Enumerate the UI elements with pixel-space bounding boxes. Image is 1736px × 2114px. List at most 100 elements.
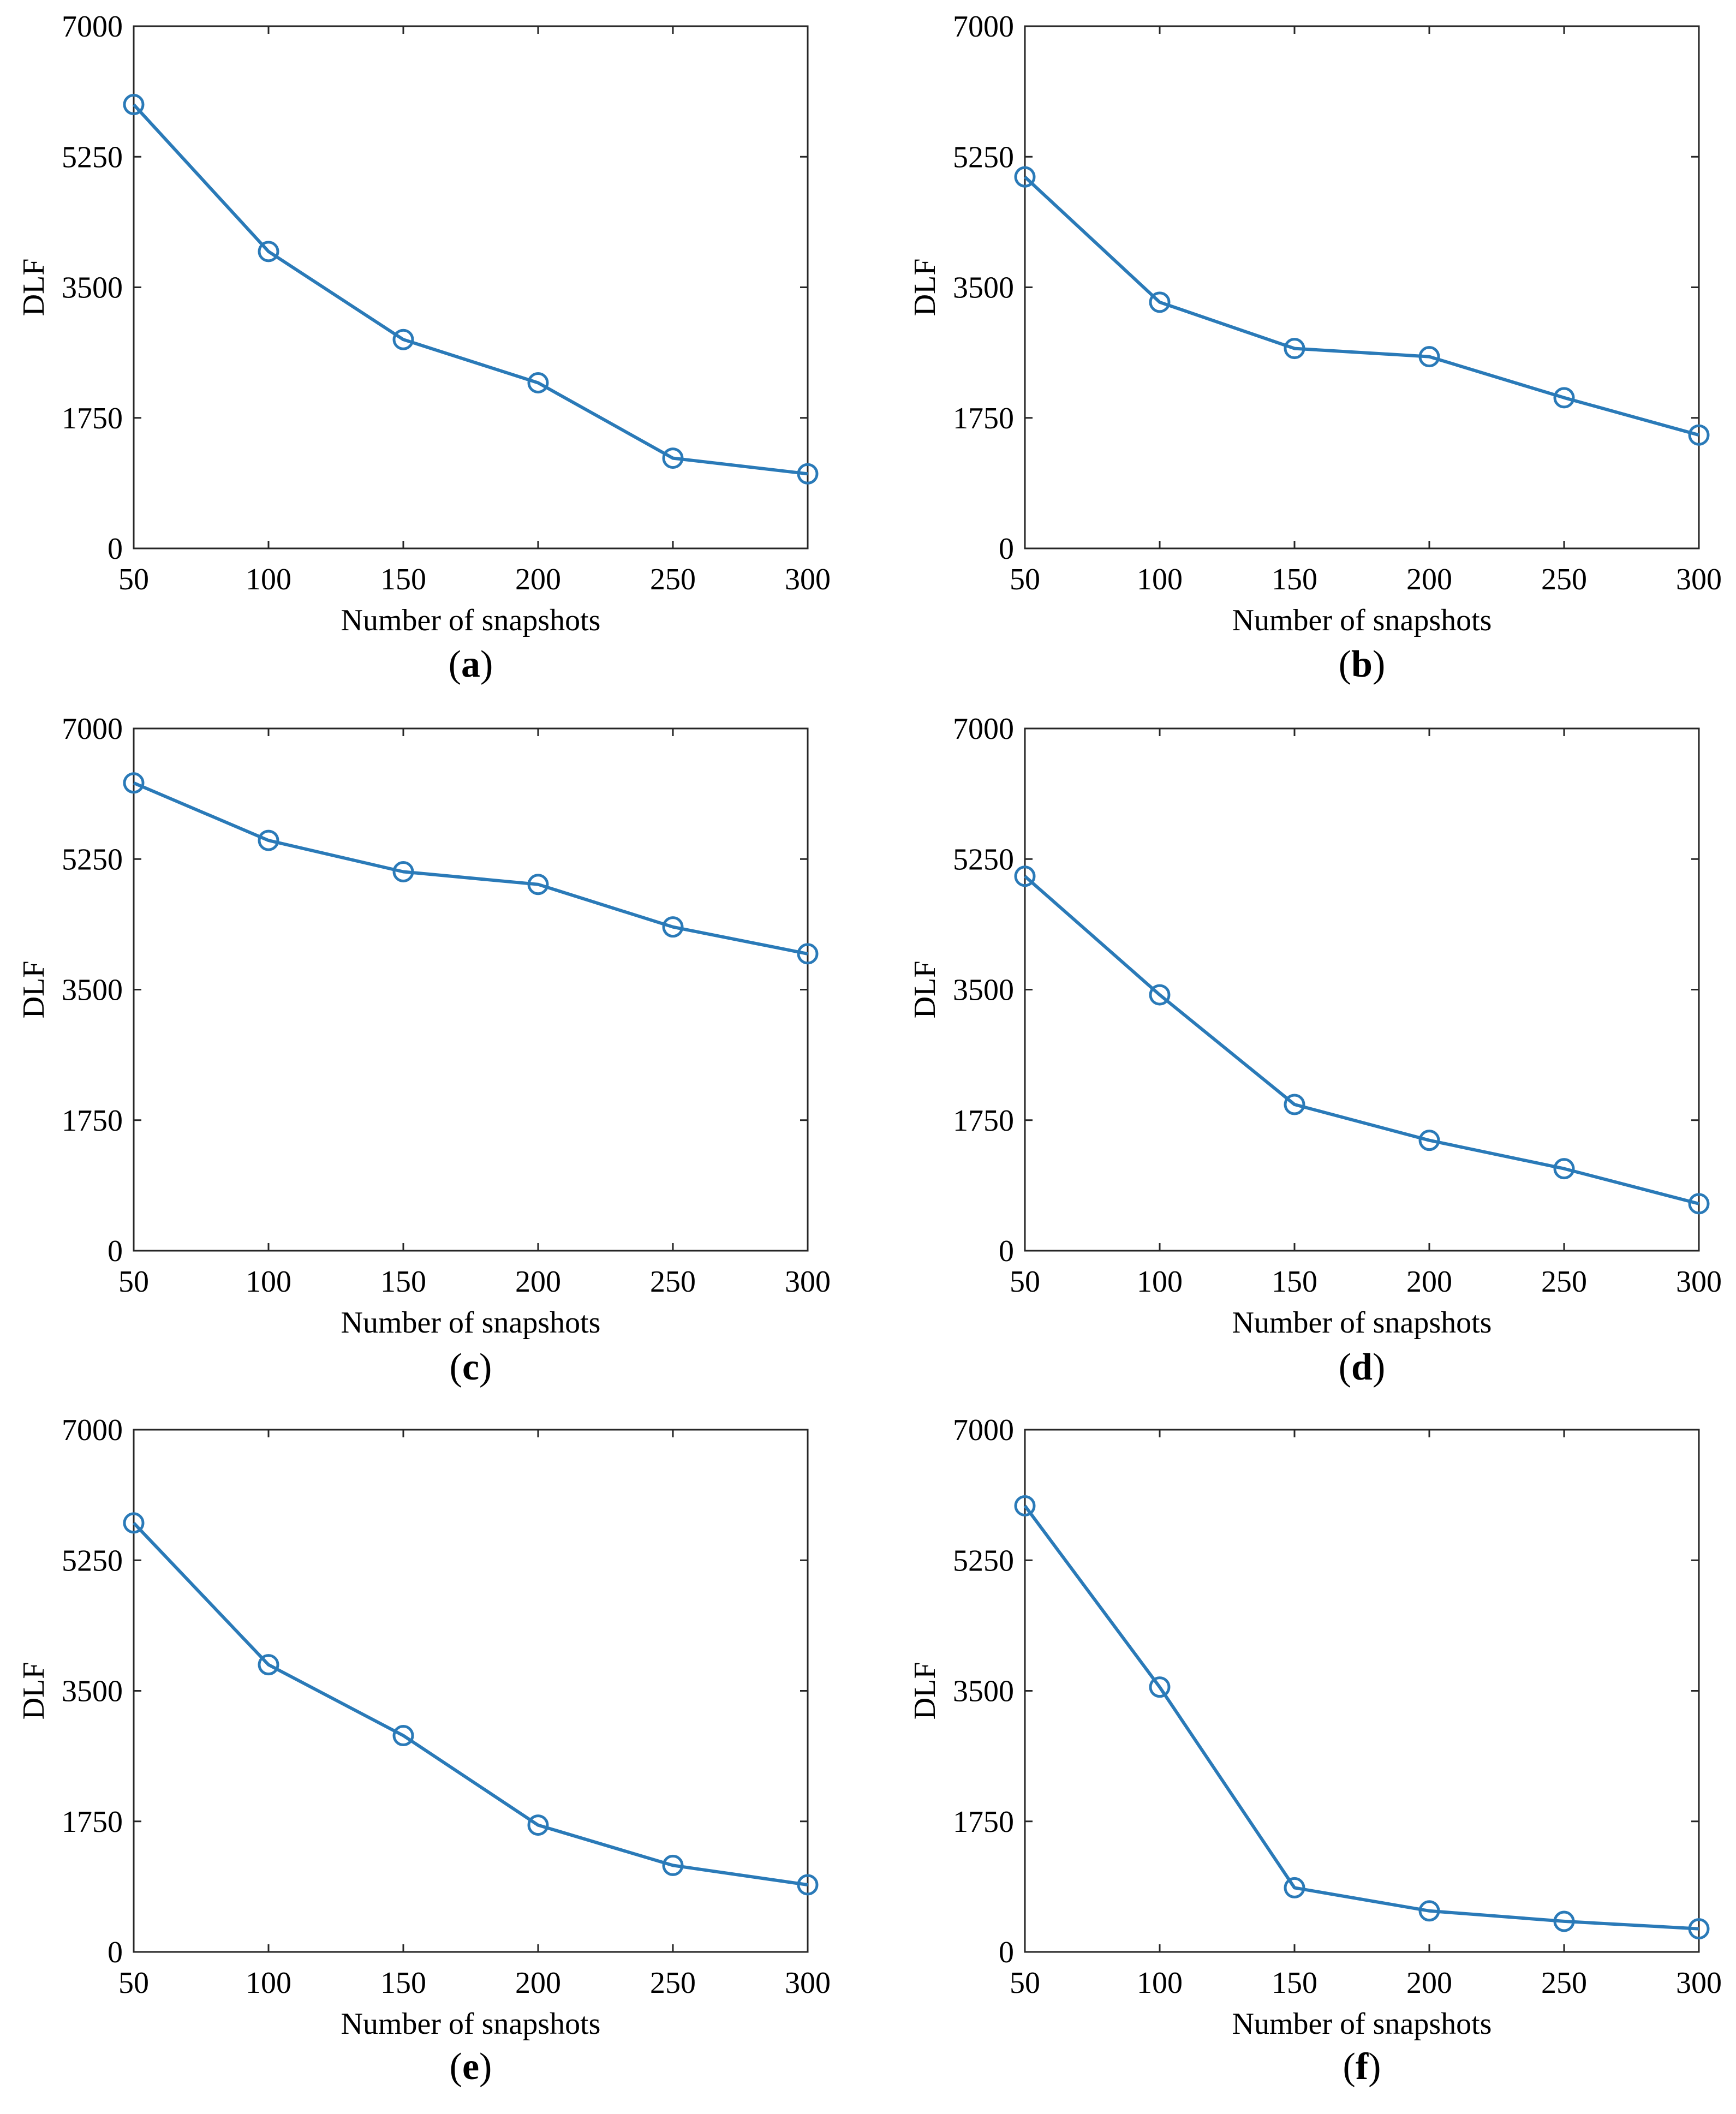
x-tick-label: 100 — [1137, 1265, 1183, 1299]
y-tick-label: 5250 — [953, 1544, 1014, 1578]
panel-caption: (b) — [1339, 643, 1386, 685]
caption-letter: e — [462, 2046, 479, 2088]
plot-frame — [1024, 1429, 1700, 1953]
x-tick-label: 50 — [118, 1966, 149, 2000]
x-tick-label: 200 — [515, 563, 561, 596]
data-point — [662, 1854, 684, 1876]
series-line — [1023, 1504, 1699, 1931]
y-tick-label: 7000 — [62, 10, 123, 44]
y-axis-label: DLF — [908, 961, 942, 1019]
y-tick-label: 3500 — [953, 271, 1014, 305]
chart-panel: 0 1750 3500 5250 7000 50 100 150 200 250 300 Number… — [17, 1413, 831, 2088]
x-tick-label: 150 — [1272, 563, 1317, 596]
data-point — [1553, 387, 1575, 409]
y-axis-label: DLF — [17, 259, 51, 316]
y-tick-label: 0 — [108, 1234, 123, 1268]
x-tick-label: 100 — [246, 1265, 291, 1299]
y-tick-label: 1750 — [62, 1104, 123, 1138]
x-axis-label: Number of snapshots — [1232, 604, 1492, 637]
x-tick-label: 300 — [785, 563, 831, 596]
y-axis-label: DLF — [17, 961, 51, 1019]
data-point — [1284, 338, 1305, 360]
x-tick-label: 250 — [1541, 1966, 1587, 2000]
y-tick-label: 7000 — [953, 1413, 1014, 1447]
y-tick-label: 7000 — [62, 712, 123, 746]
data-point — [392, 1725, 414, 1747]
x-axis-label: Number of snapshots — [1232, 1306, 1492, 1340]
y-tick-label: 3500 — [62, 271, 123, 305]
plot-frame — [133, 25, 809, 550]
x-tick-label: 200 — [1406, 1265, 1452, 1299]
caption-letter: c — [462, 1346, 479, 1388]
y-tick-label: 0 — [108, 532, 123, 566]
data-point — [1688, 1193, 1710, 1215]
y-tick-label: 5250 — [953, 140, 1014, 174]
x-axis-label: Number of snapshots — [341, 2007, 601, 2041]
x-tick-label: 300 — [785, 1265, 831, 1299]
y-tick-label: 3500 — [62, 1675, 123, 1709]
plot-frame — [133, 1429, 809, 1953]
data-point — [258, 1654, 279, 1676]
panel-caption: (a) — [449, 643, 493, 685]
y-tick-label: 5250 — [62, 140, 123, 174]
x-tick-label: 150 — [380, 1966, 426, 2000]
data-point — [797, 943, 819, 965]
y-tick-label: 7000 — [953, 10, 1014, 44]
x-tick-label: 250 — [650, 563, 696, 596]
x-tick-label: 100 — [1137, 563, 1183, 596]
caption-letter: f — [1356, 2046, 1369, 2088]
data-point — [1688, 1918, 1710, 1940]
data-point — [123, 772, 145, 794]
x-axis-label: Number of snapshots — [1232, 2007, 1492, 2041]
x-tick-label: 200 — [515, 1966, 561, 2000]
caption-open: ( — [449, 643, 461, 685]
plot-frame — [133, 727, 809, 1252]
data-point — [1284, 1094, 1305, 1115]
y-tick-label: 0 — [999, 1234, 1014, 1268]
x-axis-label: Number of snapshots — [341, 1306, 601, 1340]
x-axis-label: Number of snapshots — [341, 604, 601, 637]
data-point — [258, 241, 279, 262]
data-point — [1149, 1676, 1171, 1698]
data-point — [1284, 1877, 1305, 1898]
x-tick-label: 150 — [1272, 1966, 1317, 2000]
caption-close: ) — [1368, 2046, 1381, 2088]
y-tick-label: 3500 — [953, 974, 1014, 1007]
data-point — [392, 861, 414, 882]
caption-close: ) — [1373, 1346, 1385, 1388]
y-axis-label: DLF — [908, 259, 942, 316]
y-tick-label: 1750 — [62, 1805, 123, 1839]
chart-panel: 0 1750 3500 5250 7000 50 100 150 200 250 300 Number… — [908, 712, 1722, 1388]
series-line — [133, 781, 808, 956]
y-tick-label: 7000 — [62, 1413, 123, 1447]
caption-open: ( — [450, 2046, 462, 2088]
x-tick-label: 250 — [650, 1966, 696, 2000]
data-point — [1688, 424, 1710, 446]
y-tick-label: 5250 — [953, 843, 1014, 876]
x-tick-label: 250 — [1541, 1265, 1587, 1299]
x-tick-label: 200 — [1406, 563, 1452, 596]
caption-close: ) — [1373, 643, 1385, 685]
x-tick-label: 200 — [515, 1265, 561, 1299]
data-point — [1014, 865, 1036, 887]
y-tick-label: 0 — [999, 532, 1014, 566]
data-point — [662, 447, 684, 469]
data-point — [662, 916, 684, 938]
series-line — [1023, 176, 1699, 437]
y-tick-label: 1750 — [953, 1104, 1014, 1138]
x-tick-label: 50 — [118, 1265, 149, 1299]
x-tick-label: 100 — [246, 563, 291, 596]
x-tick-label: 300 — [1676, 563, 1722, 596]
data-point — [797, 463, 819, 485]
x-tick-label: 300 — [785, 1966, 831, 2000]
x-tick-label: 50 — [1010, 1966, 1040, 2000]
series-line — [132, 103, 808, 476]
y-tick-label: 3500 — [953, 1675, 1014, 1709]
x-tick-label: 50 — [1010, 1265, 1040, 1299]
caption-open: ( — [1339, 643, 1351, 685]
y-tick-label: 0 — [999, 1936, 1014, 1969]
data-point — [392, 329, 414, 350]
caption-open: ( — [1339, 1346, 1351, 1388]
data-point — [527, 372, 549, 393]
